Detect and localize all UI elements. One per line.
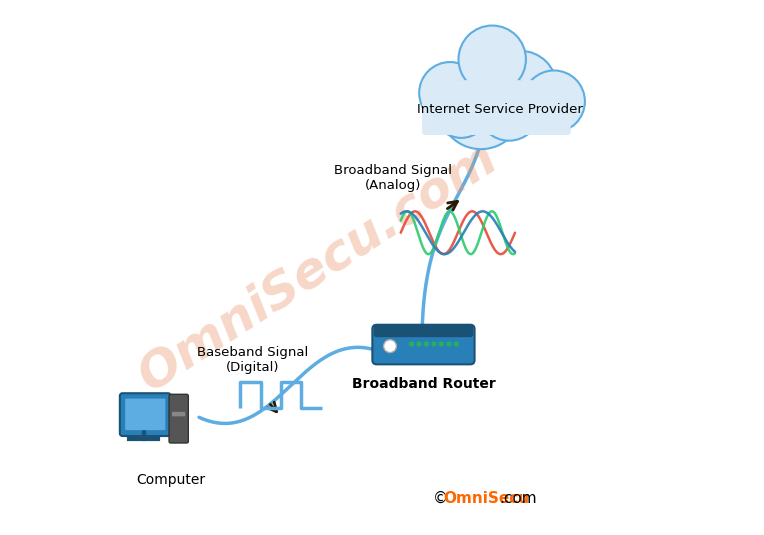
Text: OmniSecu: OmniSecu [444, 491, 529, 506]
FancyBboxPatch shape [120, 393, 170, 436]
Text: Baseband Signal
(Digital): Baseband Signal (Digital) [197, 346, 308, 373]
Circle shape [431, 341, 436, 347]
FancyBboxPatch shape [374, 325, 472, 337]
Text: Broadband Router: Broadband Router [352, 377, 496, 391]
Circle shape [523, 71, 585, 132]
FancyBboxPatch shape [125, 399, 165, 430]
Circle shape [439, 341, 444, 347]
Circle shape [446, 341, 452, 347]
Circle shape [424, 341, 429, 347]
Circle shape [484, 51, 557, 124]
FancyBboxPatch shape [172, 411, 186, 417]
Circle shape [433, 82, 490, 138]
Text: Computer: Computer [136, 473, 206, 487]
Circle shape [416, 341, 422, 347]
Circle shape [439, 65, 523, 149]
Text: Internet Service Provider: Internet Service Provider [417, 103, 583, 116]
FancyBboxPatch shape [422, 80, 571, 135]
Text: .com: .com [500, 491, 537, 506]
FancyBboxPatch shape [372, 325, 474, 364]
Text: ©: © [433, 491, 453, 506]
Circle shape [454, 341, 459, 347]
FancyBboxPatch shape [169, 394, 189, 443]
Circle shape [478, 79, 540, 141]
Circle shape [458, 26, 526, 93]
Text: Broadband Signal
(Analog): Broadband Signal (Analog) [334, 164, 452, 192]
Circle shape [409, 341, 414, 347]
Circle shape [384, 340, 397, 353]
Circle shape [419, 62, 481, 124]
Text: OmniSecu.com: OmniSecu.com [130, 134, 506, 401]
